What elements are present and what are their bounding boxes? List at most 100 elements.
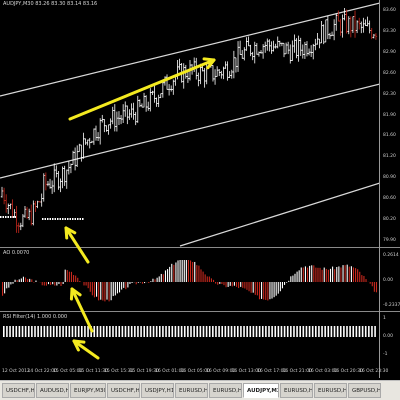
price-bar [199, 64, 201, 84]
price-bar [82, 133, 84, 159]
price-bar [312, 44, 314, 59]
rsi-filter-bar [15, 326, 17, 337]
price-bar [103, 119, 105, 132]
price-bar [245, 37, 247, 51]
rsi-filter-bar [359, 326, 361, 337]
chart-tab[interactable]: EURUSD,H1 [175, 383, 208, 398]
price-scale-border [379, 0, 380, 378]
chart-tab[interactable]: EURJPY,M30 [70, 383, 106, 398]
price-bar [258, 51, 260, 56]
rsi-filter-bar [299, 326, 301, 337]
price-bar [101, 115, 103, 123]
price-bar [141, 103, 143, 107]
price-bar [170, 85, 172, 91]
price-bar [341, 15, 343, 38]
price-bar [30, 205, 32, 226]
rsi-filter-bar [6, 326, 8, 337]
ao-tick-label: 0.00 [383, 278, 393, 283]
rsi-filter-bar [225, 326, 227, 337]
price-bar [300, 38, 302, 56]
price-bar [329, 33, 331, 39]
ao-bar [4, 282, 5, 293]
trend-channel-line[interactable] [0, 84, 380, 178]
chart-tab[interactable]: USDJPY,H1 [141, 383, 174, 398]
ao-bar [15, 280, 16, 282]
price-bar [36, 201, 38, 208]
rsi-filter-bar [334, 326, 336, 337]
chart-tab[interactable]: AUDUSD,H4 [36, 383, 69, 398]
price-chart-pane[interactable]: AUDJPY,M30 83.26 83.30 83.14 83.16 [0, 0, 400, 247]
chart-tab[interactable]: GBPUSD,H4 [348, 383, 381, 398]
trend-channel-line[interactable] [0, 3, 380, 96]
ao-bar [313, 265, 314, 282]
price-bar [264, 42, 266, 53]
pane-divider[interactable] [0, 247, 400, 248]
price-bar [371, 28, 373, 39]
rsi-filter-bar [150, 326, 152, 337]
rsi-filter-bar [100, 326, 102, 337]
ao-bar [315, 268, 316, 282]
rsi-filter-bar [331, 326, 333, 337]
rsi-filter-bar [12, 326, 14, 337]
price-bar [345, 10, 347, 34]
ao-bar [282, 282, 283, 288]
pane-divider[interactable] [0, 311, 400, 312]
ao-bar [104, 282, 105, 301]
chart-tab[interactable]: USDCHF,H4 [2, 383, 35, 398]
ao-indicator-pane[interactable]: AO 0.0070 [0, 249, 400, 311]
ao-bar [175, 262, 176, 282]
price-bar [5, 194, 7, 212]
ao-bar [219, 282, 220, 284]
rsi-filter-bar [40, 326, 42, 337]
rsi-filter-bar [253, 326, 255, 337]
price-bar [337, 10, 339, 21]
price-bar [24, 206, 26, 218]
rsi-filter-pane[interactable]: RSI Filter(14) 1.000 0.000 [0, 313, 400, 367]
ao-bar [370, 282, 371, 284]
ao-tick-label: -0.2337 [383, 303, 400, 308]
rsi-filter-bar [143, 326, 145, 337]
price-bar [350, 16, 352, 37]
price-bar [222, 67, 224, 79]
price-bar [318, 39, 320, 48]
price-chart[interactable] [0, 0, 380, 247]
ao-bar [27, 279, 28, 282]
rsi-filter-bar [281, 326, 283, 337]
price-bar [124, 101, 126, 116]
price-bar [375, 33, 377, 40]
price-bar [76, 145, 78, 167]
price-bar [93, 128, 95, 144]
price-bar [55, 165, 57, 177]
trend-channel-line[interactable] [180, 183, 380, 246]
price-bar [53, 163, 55, 192]
chart-title: AUDJPY,M30 83.26 83.30 83.14 83.16 [3, 1, 97, 7]
chart-tab[interactable]: EURUSD,H4 [314, 383, 347, 398]
price-bar [80, 145, 82, 162]
price-bar [145, 95, 147, 112]
ao-bar [10, 282, 11, 284]
ao-bar [198, 266, 199, 282]
ao-bar [359, 272, 360, 282]
price-bar [277, 37, 279, 49]
chart-tab[interactable]: EURUSD,H4 [280, 383, 313, 398]
rsi-filter-bar [175, 326, 177, 337]
rsi-filter-bar [28, 326, 30, 337]
ao-bar [106, 282, 107, 300]
price-bar [239, 41, 241, 55]
price-bar [193, 57, 195, 71]
rsi-filter-bar [340, 326, 342, 337]
price-bar [331, 32, 333, 36]
rsi-filter-bar [362, 326, 364, 337]
chart-tab[interactable]: EURUSD,H4 [209, 383, 242, 398]
rsi-filter-bar [187, 326, 189, 337]
ao-bar [83, 282, 84, 285]
ao-bar [56, 282, 57, 286]
chart-tab[interactable]: AUDJPY,M30 [243, 383, 279, 398]
price-bar [272, 41, 274, 52]
price-bar [149, 88, 151, 111]
ao-tick-label: 0.2614 [383, 253, 399, 258]
ao-bar [152, 279, 153, 282]
ao-bar [326, 269, 327, 282]
chart-tab[interactable]: USDCHF,H4 [107, 383, 140, 398]
ao-bar [148, 282, 149, 283]
